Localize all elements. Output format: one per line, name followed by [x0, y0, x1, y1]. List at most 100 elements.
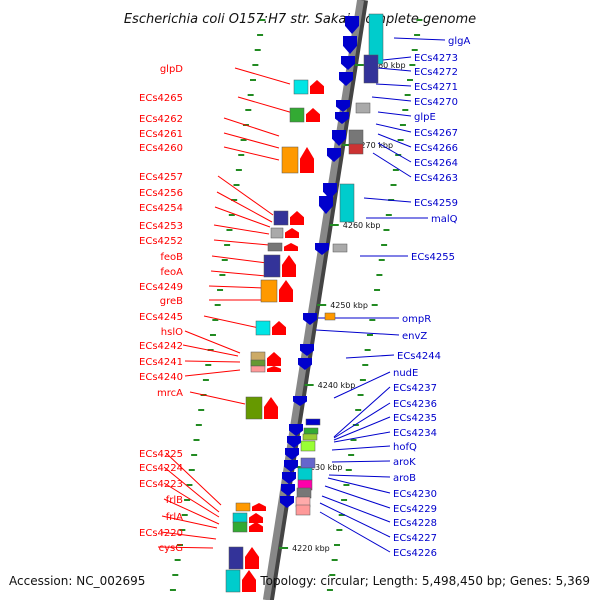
gene-label-ompR[interactable]: ompR — [402, 314, 431, 325]
leader-line — [208, 285, 265, 289]
gene-label-ECs4266[interactable]: ECs4266 — [414, 143, 458, 154]
gene-block-ECs4242 — [250, 359, 266, 367]
reverse-arrow — [303, 313, 317, 325]
gene-label-ECs4273[interactable]: ECs4273 — [414, 53, 458, 64]
gene-block-ECs4265 — [289, 107, 305, 123]
gene-label-ECs4260[interactable]: ECs4260 — [139, 143, 183, 154]
leader-line — [382, 56, 412, 61]
gene-label-ECs4228[interactable]: ECs4228 — [393, 518, 437, 529]
reverse-arrow — [335, 112, 349, 124]
gene-label-ECs4259[interactable]: ECs4259 — [414, 198, 458, 209]
leader-line — [333, 416, 391, 441]
gene-label-feoB[interactable]: feoB — [160, 252, 183, 263]
gene-label-hslO[interactable]: hslO — [161, 327, 183, 338]
reverse-arrow — [341, 56, 355, 70]
gene-label-ECs4253[interactable]: ECs4253 — [139, 221, 183, 232]
reverse-arrow — [285, 448, 299, 460]
gene-label-ECs4263[interactable]: ECs4263 — [414, 173, 458, 184]
gene-label-ECs4229[interactable]: ECs4229 — [393, 504, 437, 515]
reverse-arrow — [289, 424, 303, 436]
gene-label-ECs4270[interactable]: ECs4270 — [414, 97, 458, 108]
leader-line — [319, 502, 391, 538]
gene-label-ECs4256[interactable]: ECs4256 — [139, 188, 183, 199]
gene-block-ECs4260 — [281, 146, 299, 174]
gene-block-feoB — [263, 254, 281, 278]
gene-label-ECs4226[interactable]: ECs4226 — [393, 548, 437, 559]
gene-block-ECs4223 — [232, 521, 248, 533]
gene-label-ECs4272[interactable]: ECs4272 — [414, 67, 458, 78]
leader-line — [157, 546, 214, 549]
gene-label-ECs4237[interactable]: ECs4237 — [393, 383, 437, 394]
gene-label-ECs4224[interactable]: ECs4224 — [139, 463, 183, 474]
gene-label-ECs4236[interactable]: ECs4236 — [393, 399, 437, 410]
forward-arrow — [272, 321, 286, 335]
gene-label-feoA[interactable]: feoA — [160, 267, 183, 278]
gene-label-ECs4255[interactable]: ECs4255 — [411, 252, 455, 263]
scale-label: 4230 kbp — [305, 463, 343, 472]
gene-label-ECs4271[interactable]: ECs4271 — [414, 82, 458, 93]
gene-label-ECs4252[interactable]: ECs4252 — [139, 236, 183, 247]
gene-label-ECs4254[interactable]: ECs4254 — [139, 203, 183, 214]
gene-label-frlA[interactable]: frlA — [166, 512, 183, 523]
gene-label-ECs4220[interactable]: ECs4220 — [139, 528, 183, 539]
gene-label-greB[interactable]: greB — [160, 296, 183, 307]
gene-label-ECs4241[interactable]: ECs4241 — [139, 357, 183, 368]
gene-label-ECs4234[interactable]: ECs4234 — [393, 428, 437, 439]
reverse-arrow — [298, 358, 312, 370]
gene-label-nudE[interactable]: nudE — [393, 368, 418, 379]
gene-label-ECs4225[interactable]: ECs4225 — [139, 449, 183, 460]
reverse-arrow — [336, 100, 350, 112]
gene-block-ECs4249 — [260, 279, 278, 303]
leader-line — [213, 239, 270, 246]
gene-label-ECs4230[interactable]: ECs4230 — [393, 489, 437, 500]
gene-label-envZ[interactable]: envZ — [402, 331, 427, 342]
gene-label-ECs4235[interactable]: ECs4235 — [393, 413, 437, 424]
leader-line — [203, 315, 260, 329]
gene-label-glpE[interactable]: glpE — [414, 112, 436, 123]
forward-arrow — [310, 80, 324, 94]
leader-line — [375, 123, 412, 133]
reverse-arrow — [319, 196, 333, 214]
gene-label-ECs4240[interactable]: ECs4240 — [139, 372, 183, 383]
leader-line — [363, 197, 412, 203]
gene-label-glgA[interactable]: glgA — [448, 36, 470, 47]
leader-line — [210, 270, 267, 277]
gene-label-ECs4267[interactable]: ECs4267 — [414, 128, 458, 139]
leader-line — [165, 452, 222, 506]
leader-line — [223, 117, 280, 137]
gene-label-ECs4264[interactable]: ECs4264 — [414, 158, 458, 169]
gene-label-ECs4223[interactable]: ECs4223 — [139, 479, 183, 490]
leader-line — [214, 206, 271, 228]
reverse-arrow — [281, 484, 295, 496]
reverse-arrow — [282, 472, 296, 484]
gene-label-mrcA[interactable]: mrcA — [157, 388, 183, 399]
gene-label-aroK[interactable]: aroK — [393, 457, 416, 468]
leader-line — [333, 431, 391, 443]
gene-label-ECs4245[interactable]: ECs4245 — [139, 312, 183, 323]
gene-label-aroB[interactable]: aroB — [393, 473, 416, 484]
leader-line — [333, 386, 391, 438]
leader-line — [377, 142, 412, 163]
gene-block-ECs4220 — [228, 546, 244, 570]
gene-block-ECs4225 — [235, 502, 251, 512]
gene-label-ECs4262[interactable]: ECs4262 — [139, 114, 183, 125]
leader-line — [184, 330, 241, 354]
gene-label-ECs4257[interactable]: ECs4257 — [139, 172, 183, 183]
gene-label-glpD[interactable]: glpD — [160, 64, 183, 75]
gene-label-ECs4249[interactable]: ECs4249 — [139, 282, 183, 293]
gene-label-ECs4261[interactable]: ECs4261 — [139, 129, 183, 140]
gene-block-mrcA — [245, 396, 263, 420]
gene-label-ECs4242[interactable]: ECs4242 — [139, 341, 183, 352]
gene-label-ECs4265[interactable]: ECs4265 — [139, 93, 183, 104]
gene-label-ECs4244[interactable]: ECs4244 — [397, 351, 441, 362]
scale-label: 4260 kbp — [343, 221, 381, 230]
gene-label-ECs4227[interactable]: ECs4227 — [393, 533, 437, 544]
leader-line — [182, 344, 239, 357]
gene-label-malQ[interactable]: malQ — [431, 214, 458, 225]
accession-label: Accession: NC_002695 — [9, 574, 145, 588]
gene-block-hofQ — [300, 440, 316, 452]
gene-label-frlB[interactable]: frlB — [166, 495, 183, 506]
gene-label-hofQ[interactable]: hofQ — [393, 442, 417, 453]
gene-label-cysG[interactable]: cysG — [159, 543, 183, 554]
